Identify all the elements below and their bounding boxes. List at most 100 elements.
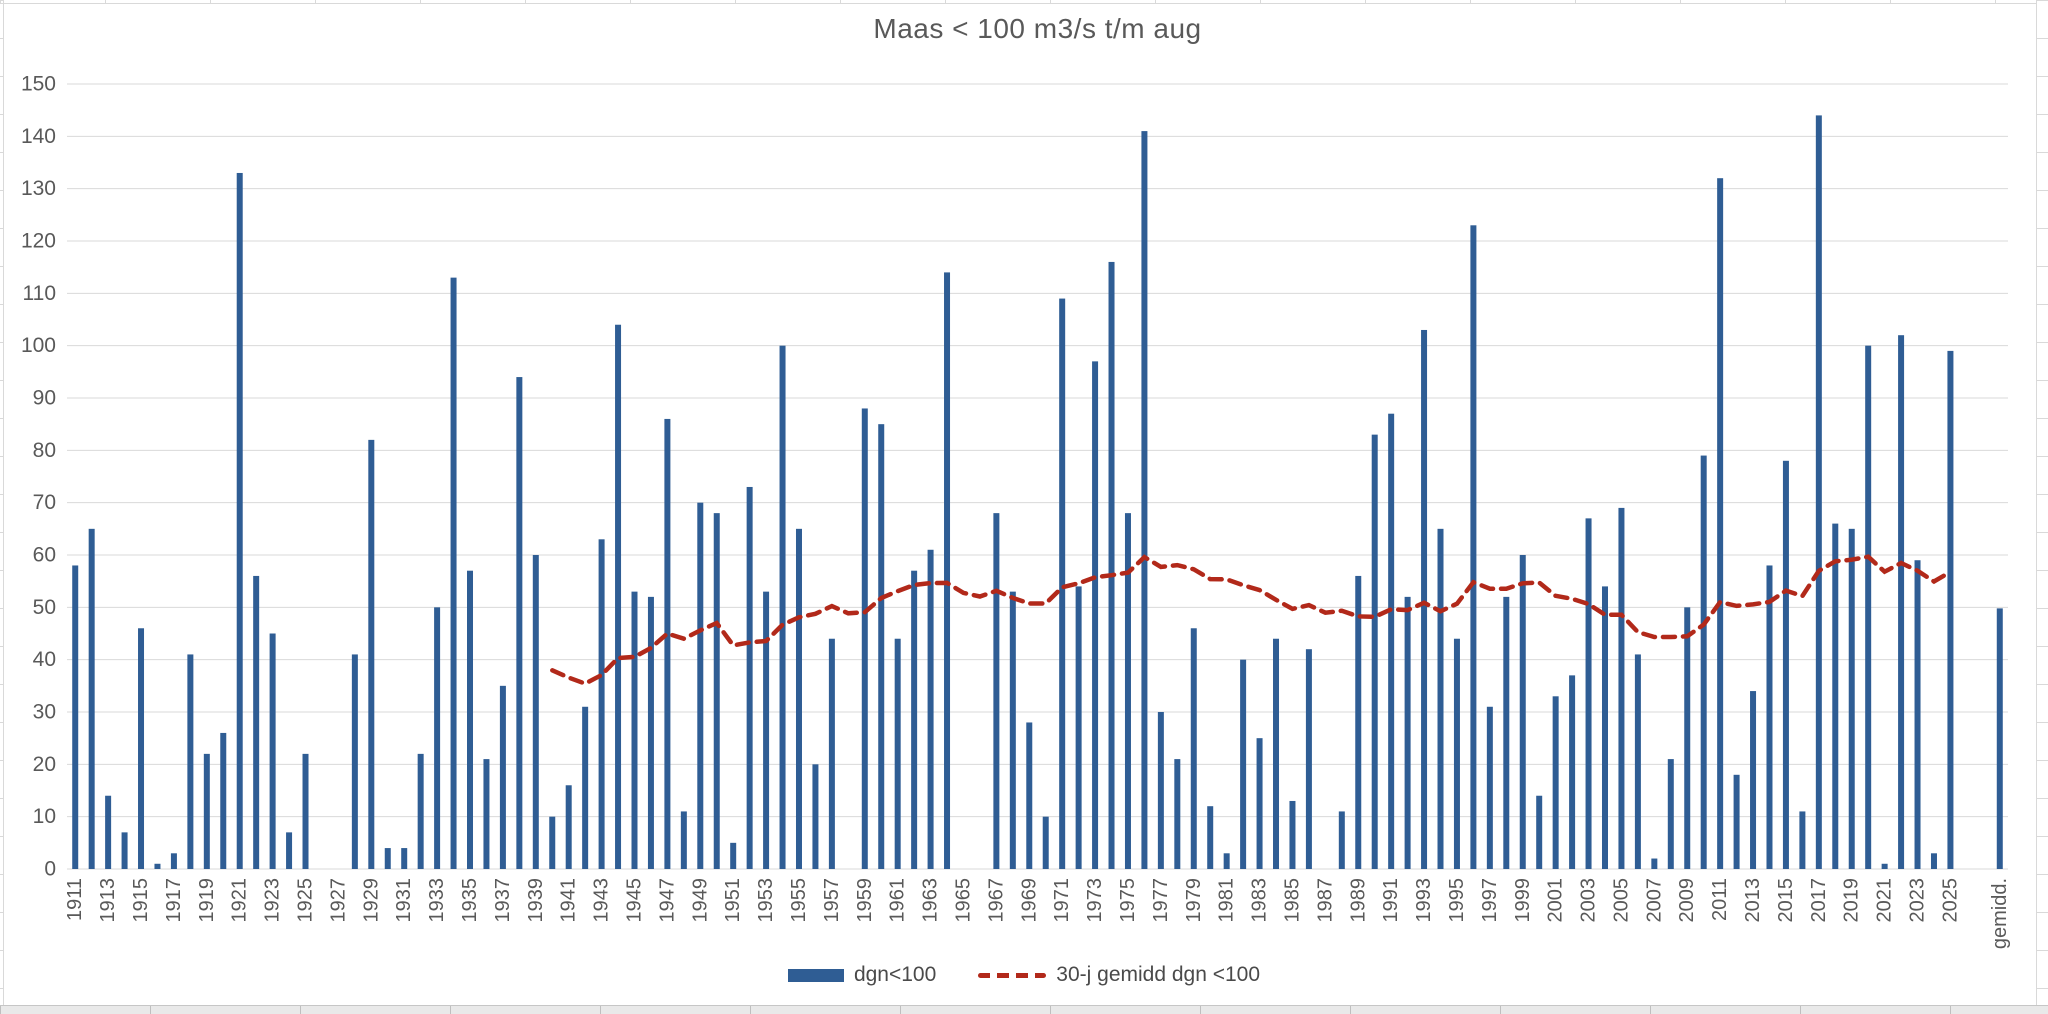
bar-1973[interactable] [1092, 361, 1099, 869]
bar-1963[interactable] [927, 549, 934, 869]
bar-1962[interactable] [911, 570, 918, 869]
bar-1960[interactable] [878, 424, 885, 869]
bar-1982[interactable] [1240, 659, 1247, 869]
bar-2003[interactable] [1585, 518, 1592, 869]
bar-1925[interactable] [302, 753, 309, 869]
bar-1974[interactable] [1108, 261, 1115, 869]
bar-2009[interactable] [1684, 607, 1691, 869]
bar-1916[interactable] [154, 863, 161, 869]
bar-1942[interactable] [582, 706, 589, 869]
bar-1988[interactable] [1338, 811, 1345, 869]
bar-1996[interactable] [1470, 225, 1477, 870]
bar-2000[interactable] [1536, 795, 1543, 869]
bar-2016[interactable] [1799, 811, 1806, 869]
bar-2001[interactable] [1552, 696, 1559, 869]
bar-1933[interactable] [434, 607, 441, 869]
bar-1930[interactable] [384, 848, 391, 869]
bar-1949[interactable] [697, 502, 704, 869]
bar-2024[interactable] [1930, 853, 1937, 869]
bar-1932[interactable] [417, 753, 424, 869]
bar-1999[interactable] [1519, 555, 1526, 869]
bar-2004[interactable] [1601, 586, 1608, 869]
bar-1984[interactable] [1273, 638, 1280, 869]
bar-1979[interactable] [1190, 628, 1197, 869]
bar-1992[interactable] [1404, 596, 1411, 869]
bar-gemidd[interactable] [1996, 608, 2003, 869]
bar-1994[interactable] [1437, 528, 1444, 869]
bar-1990[interactable] [1371, 434, 1378, 869]
bar-2019[interactable] [1848, 528, 1855, 869]
bar-2011[interactable] [1717, 178, 1724, 869]
bar-1922[interactable] [253, 575, 260, 869]
bar-2008[interactable] [1667, 759, 1674, 869]
bar-2015[interactable] [1782, 460, 1789, 869]
bar-1985[interactable] [1289, 800, 1296, 869]
bar-2005[interactable] [1618, 507, 1625, 869]
bar-1921[interactable] [236, 172, 243, 869]
bar-2023[interactable] [1914, 560, 1921, 869]
bar-1975[interactable] [1124, 513, 1131, 869]
bar-1998[interactable] [1503, 596, 1510, 869]
bar-1913[interactable] [105, 795, 112, 869]
bar-1997[interactable] [1486, 706, 1493, 869]
bar-1947[interactable] [664, 418, 671, 869]
bar-1981[interactable] [1223, 853, 1230, 869]
bar-1991[interactable] [1388, 413, 1395, 869]
bar-2006[interactable] [1634, 654, 1641, 869]
bar-1971[interactable] [1059, 298, 1066, 870]
bar-1936[interactable] [483, 759, 490, 869]
bar-1919[interactable] [203, 753, 210, 869]
bar-2018[interactable] [1832, 523, 1839, 869]
bar-1923[interactable] [269, 633, 276, 870]
bar-1914[interactable] [121, 832, 128, 869]
legend-item-bars[interactable]: dgn<100 [787, 963, 936, 987]
bar-1967[interactable] [993, 513, 1000, 869]
bar-1939[interactable] [532, 555, 539, 869]
bar-2010[interactable] [1700, 455, 1707, 869]
legend-item-line[interactable]: 30-j gemidd dgn <100 [978, 963, 1260, 987]
bar-2017[interactable] [1815, 115, 1822, 869]
bar-1931[interactable] [401, 848, 408, 869]
bar-2013[interactable] [1750, 691, 1757, 869]
bar-1986[interactable] [1305, 649, 1312, 869]
bar-2022[interactable] [1898, 335, 1905, 869]
bar-1950[interactable] [713, 513, 720, 869]
bar-1983[interactable] [1256, 738, 1263, 869]
bar-1980[interactable] [1207, 806, 1214, 869]
bar-1934[interactable] [450, 277, 457, 870]
bar-1969[interactable] [1026, 722, 1033, 869]
bar-1946[interactable] [647, 596, 654, 869]
bar-2021[interactable] [1881, 863, 1888, 869]
bar-1951[interactable] [730, 842, 737, 869]
bar-1964[interactable] [944, 272, 951, 869]
bar-1956[interactable] [812, 764, 819, 869]
bar-1954[interactable] [779, 345, 786, 870]
bar-1989[interactable] [1355, 575, 1362, 869]
bar-1952[interactable] [746, 486, 753, 869]
bar-2007[interactable] [1651, 858, 1658, 869]
line-30yr-average[interactable] [550, 554, 1953, 687]
bar-1968[interactable] [1009, 591, 1016, 869]
bar-1944[interactable] [615, 324, 622, 869]
bar-1937[interactable] [499, 685, 506, 869]
bar-1948[interactable] [680, 811, 687, 869]
bar-2025[interactable] [1947, 350, 1954, 869]
bar-1970[interactable] [1042, 816, 1049, 869]
bar-1929[interactable] [368, 439, 375, 869]
bar-1961[interactable] [894, 638, 901, 869]
bar-2002[interactable] [1569, 675, 1576, 869]
bar-1920[interactable] [220, 732, 227, 869]
bar-1955[interactable] [795, 528, 802, 869]
bar-1940[interactable] [549, 816, 556, 869]
bar-2012[interactable] [1733, 774, 1740, 869]
bar-1941[interactable] [565, 785, 572, 869]
bar-1918[interactable] [187, 654, 194, 869]
bar-1912[interactable] [88, 528, 95, 869]
bar-2020[interactable] [1865, 345, 1872, 870]
bar-1995[interactable] [1453, 638, 1460, 869]
bar-1917[interactable] [170, 853, 177, 869]
bar-1972[interactable] [1075, 586, 1082, 869]
bar-1957[interactable] [828, 638, 835, 869]
bar-1993[interactable] [1421, 329, 1428, 869]
